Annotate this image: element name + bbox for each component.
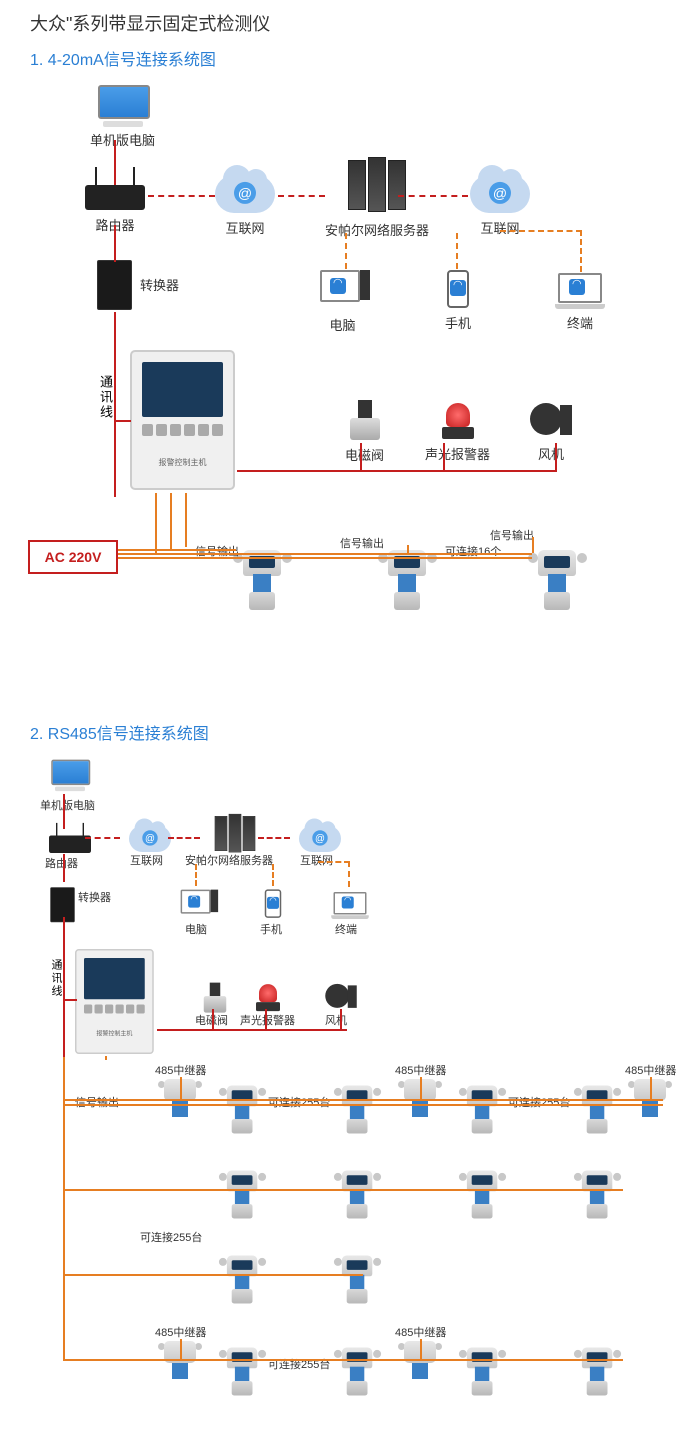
- monitor-label: 单机版电脑: [90, 130, 155, 149]
- sensor-icon: [221, 1348, 265, 1396]
- cloud2-label: 互联网: [470, 218, 530, 237]
- servers-label: 安帕尔网络服务器: [325, 220, 429, 239]
- converter-icon: [97, 260, 132, 310]
- section1-title: 1. 4-20mA信号连接系统图: [0, 41, 700, 75]
- fan-icon: [325, 982, 357, 1011]
- monitor-label: 单机版电脑: [40, 797, 95, 813]
- converter-label: 转换器: [140, 275, 179, 294]
- section2-title: 2. RS485信号连接系统图: [0, 715, 700, 749]
- connect255-label: 可连接255台: [268, 1094, 330, 1110]
- alarm-icon: [442, 403, 474, 439]
- repeater-label: 485中继器: [395, 1324, 446, 1340]
- alarm-label: 声光报警器: [240, 1012, 295, 1028]
- sensor-icon: [221, 1086, 265, 1134]
- signal-label: 信号输出: [490, 527, 534, 543]
- sensor-icon: [461, 1086, 505, 1134]
- sensor-icon: [336, 1348, 380, 1396]
- phone-icon: [265, 889, 282, 918]
- fan-label: 风机: [530, 444, 572, 463]
- cloud2-label: 互联网: [300, 852, 333, 868]
- signal-label: 信号输出: [340, 535, 384, 551]
- sensor-icon: [336, 1256, 380, 1304]
- monitor-icon: [98, 85, 148, 125]
- router-icon: [85, 185, 145, 210]
- sensor-icon: [461, 1348, 505, 1396]
- repeater-label: 485中继器: [155, 1324, 206, 1340]
- cloud1-label: 互联网: [215, 218, 275, 237]
- signal-label: 信号输出: [75, 1094, 119, 1110]
- servers-icon: [211, 816, 260, 855]
- cloud1-label: 互联网: [130, 852, 163, 868]
- sensor-icon: [461, 1171, 505, 1219]
- phone-label: 手机: [445, 313, 471, 332]
- pc-icon: [320, 270, 365, 310]
- fan-label: 风机: [325, 1012, 347, 1028]
- sensor-icon: [530, 550, 585, 610]
- laptop-label: 终端: [555, 313, 605, 332]
- servers-icon: [342, 160, 412, 215]
- sensor-icon: [380, 550, 435, 610]
- sensor-icon: [576, 1086, 620, 1134]
- diagram-2: 单机版电脑 路由器 @ 互联网 安帕尔网络服务器 @ 互联网 转换器 电脑 手机…: [0, 749, 700, 1449]
- cloud-icon: @: [470, 175, 530, 213]
- sensor-icon: [336, 1086, 380, 1134]
- router-label: 路由器: [45, 855, 78, 871]
- monitor-icon: [51, 760, 89, 790]
- laptop-label: 终端: [335, 921, 357, 937]
- diagram-1: 单机版电脑 路由器 @ 互联网 安帕尔网络服务器 @ 互联网 转换器 电脑 手机…: [0, 75, 700, 715]
- sensor-icon: [235, 550, 290, 610]
- valve-label: 电磁阀: [345, 445, 384, 464]
- connect255-label: 可连接255台: [508, 1094, 570, 1110]
- repeater-label: 485中继器: [625, 1062, 676, 1078]
- cloud-icon: @: [299, 825, 341, 852]
- connect255-label: 可连接255台: [140, 1229, 202, 1245]
- comm-line-label: 通讯线: [48, 959, 64, 998]
- converter-label: 转换器: [78, 889, 111, 905]
- phone-icon: [447, 270, 469, 308]
- valve-icon: [204, 983, 227, 1013]
- pc-icon: [181, 890, 215, 920]
- control-panel-icon: 报警控制主机: [75, 949, 154, 1054]
- alarm-icon: [256, 984, 280, 1011]
- cloud-icon: @: [215, 175, 275, 213]
- phone-label: 手机: [260, 921, 282, 937]
- pc-label: 电脑: [320, 315, 365, 334]
- sensor-icon: [221, 1171, 265, 1219]
- control-panel-icon: 报警控制主机: [130, 350, 235, 490]
- cloud-icon: @: [129, 825, 171, 852]
- ac-box: AC 220V: [28, 540, 118, 574]
- repeater-label: 485中继器: [395, 1062, 446, 1078]
- sensor-icon: [576, 1171, 620, 1219]
- pc-label: 电脑: [185, 921, 207, 937]
- laptop-icon: [555, 273, 605, 308]
- fan-icon: [530, 401, 572, 439]
- valve-icon: [350, 400, 380, 440]
- servers-label: 安帕尔网络服务器: [185, 852, 273, 868]
- sensor-icon: [221, 1256, 265, 1304]
- page-title: 大众"系列带显示固定式检测仪: [0, 0, 700, 41]
- sensor-icon: [336, 1171, 380, 1219]
- comm-line-label: 通讯线: [96, 375, 115, 420]
- repeater-label: 485中继器: [155, 1062, 206, 1078]
- sensor-icon: [576, 1348, 620, 1396]
- alarm-label: 声光报警器: [425, 444, 490, 463]
- laptop-icon: [331, 892, 369, 918]
